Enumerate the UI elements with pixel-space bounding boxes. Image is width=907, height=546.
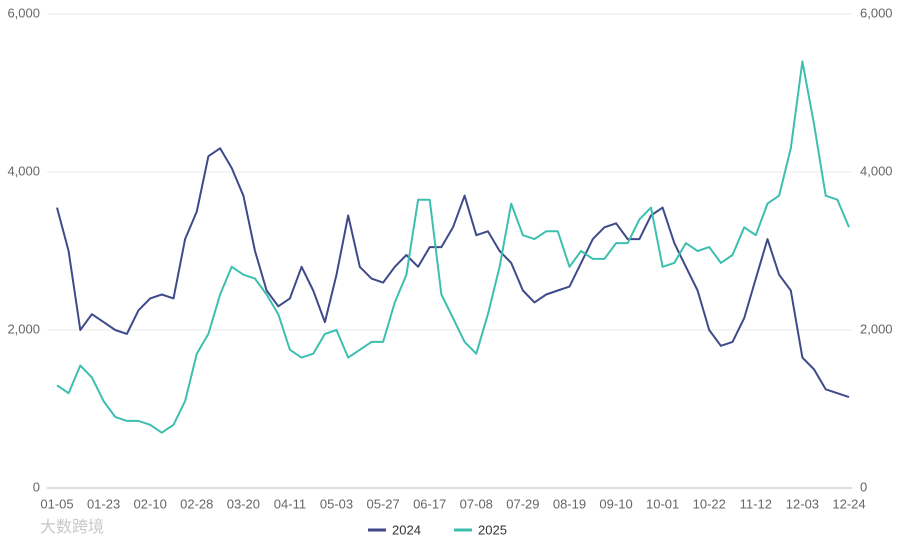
x-tick-label: 03-20 <box>227 496 260 511</box>
y2-tick-label: 0 <box>860 479 867 494</box>
y-tick-label: 0 <box>33 479 40 494</box>
legend-label: 2025 <box>478 522 507 537</box>
x-tick-label: 10-01 <box>646 496 679 511</box>
y-tick-label: 4,000 <box>7 163 40 178</box>
y-tick-label: 2,000 <box>7 321 40 336</box>
x-tick-label: 01-05 <box>40 496 73 511</box>
x-tick-label: 12-03 <box>786 496 819 511</box>
x-tick-label: 06-17 <box>413 496 446 511</box>
x-tick-label: 02-28 <box>180 496 213 511</box>
x-tick-label: 07-29 <box>506 496 539 511</box>
y-tick-label: 6,000 <box>7 5 40 20</box>
x-tick-label: 11-12 <box>740 496 772 511</box>
x-tick-label: 04-11 <box>274 496 306 511</box>
x-tick-label: 09-10 <box>599 496 632 511</box>
series-line <box>56 60 850 434</box>
y2-tick-label: 4,000 <box>860 163 893 178</box>
x-tick-label: 07-08 <box>460 496 493 511</box>
y2-tick-label: 6,000 <box>860 5 893 20</box>
x-tick-label: 01-23 <box>87 496 120 511</box>
x-tick-label: 12-24 <box>832 496 865 511</box>
watermark: 大数跨境 <box>40 517 104 536</box>
y2-tick-label: 2,000 <box>860 321 893 336</box>
x-tick-label: 10-22 <box>693 496 726 511</box>
x-tick-label: 05-27 <box>366 496 399 511</box>
series-line <box>56 147 850 399</box>
x-tick-label: 08-19 <box>553 496 586 511</box>
legend-label: 2024 <box>392 522 421 537</box>
x-tick-label: 05-03 <box>320 496 353 511</box>
x-tick-label: 02-10 <box>134 496 167 511</box>
